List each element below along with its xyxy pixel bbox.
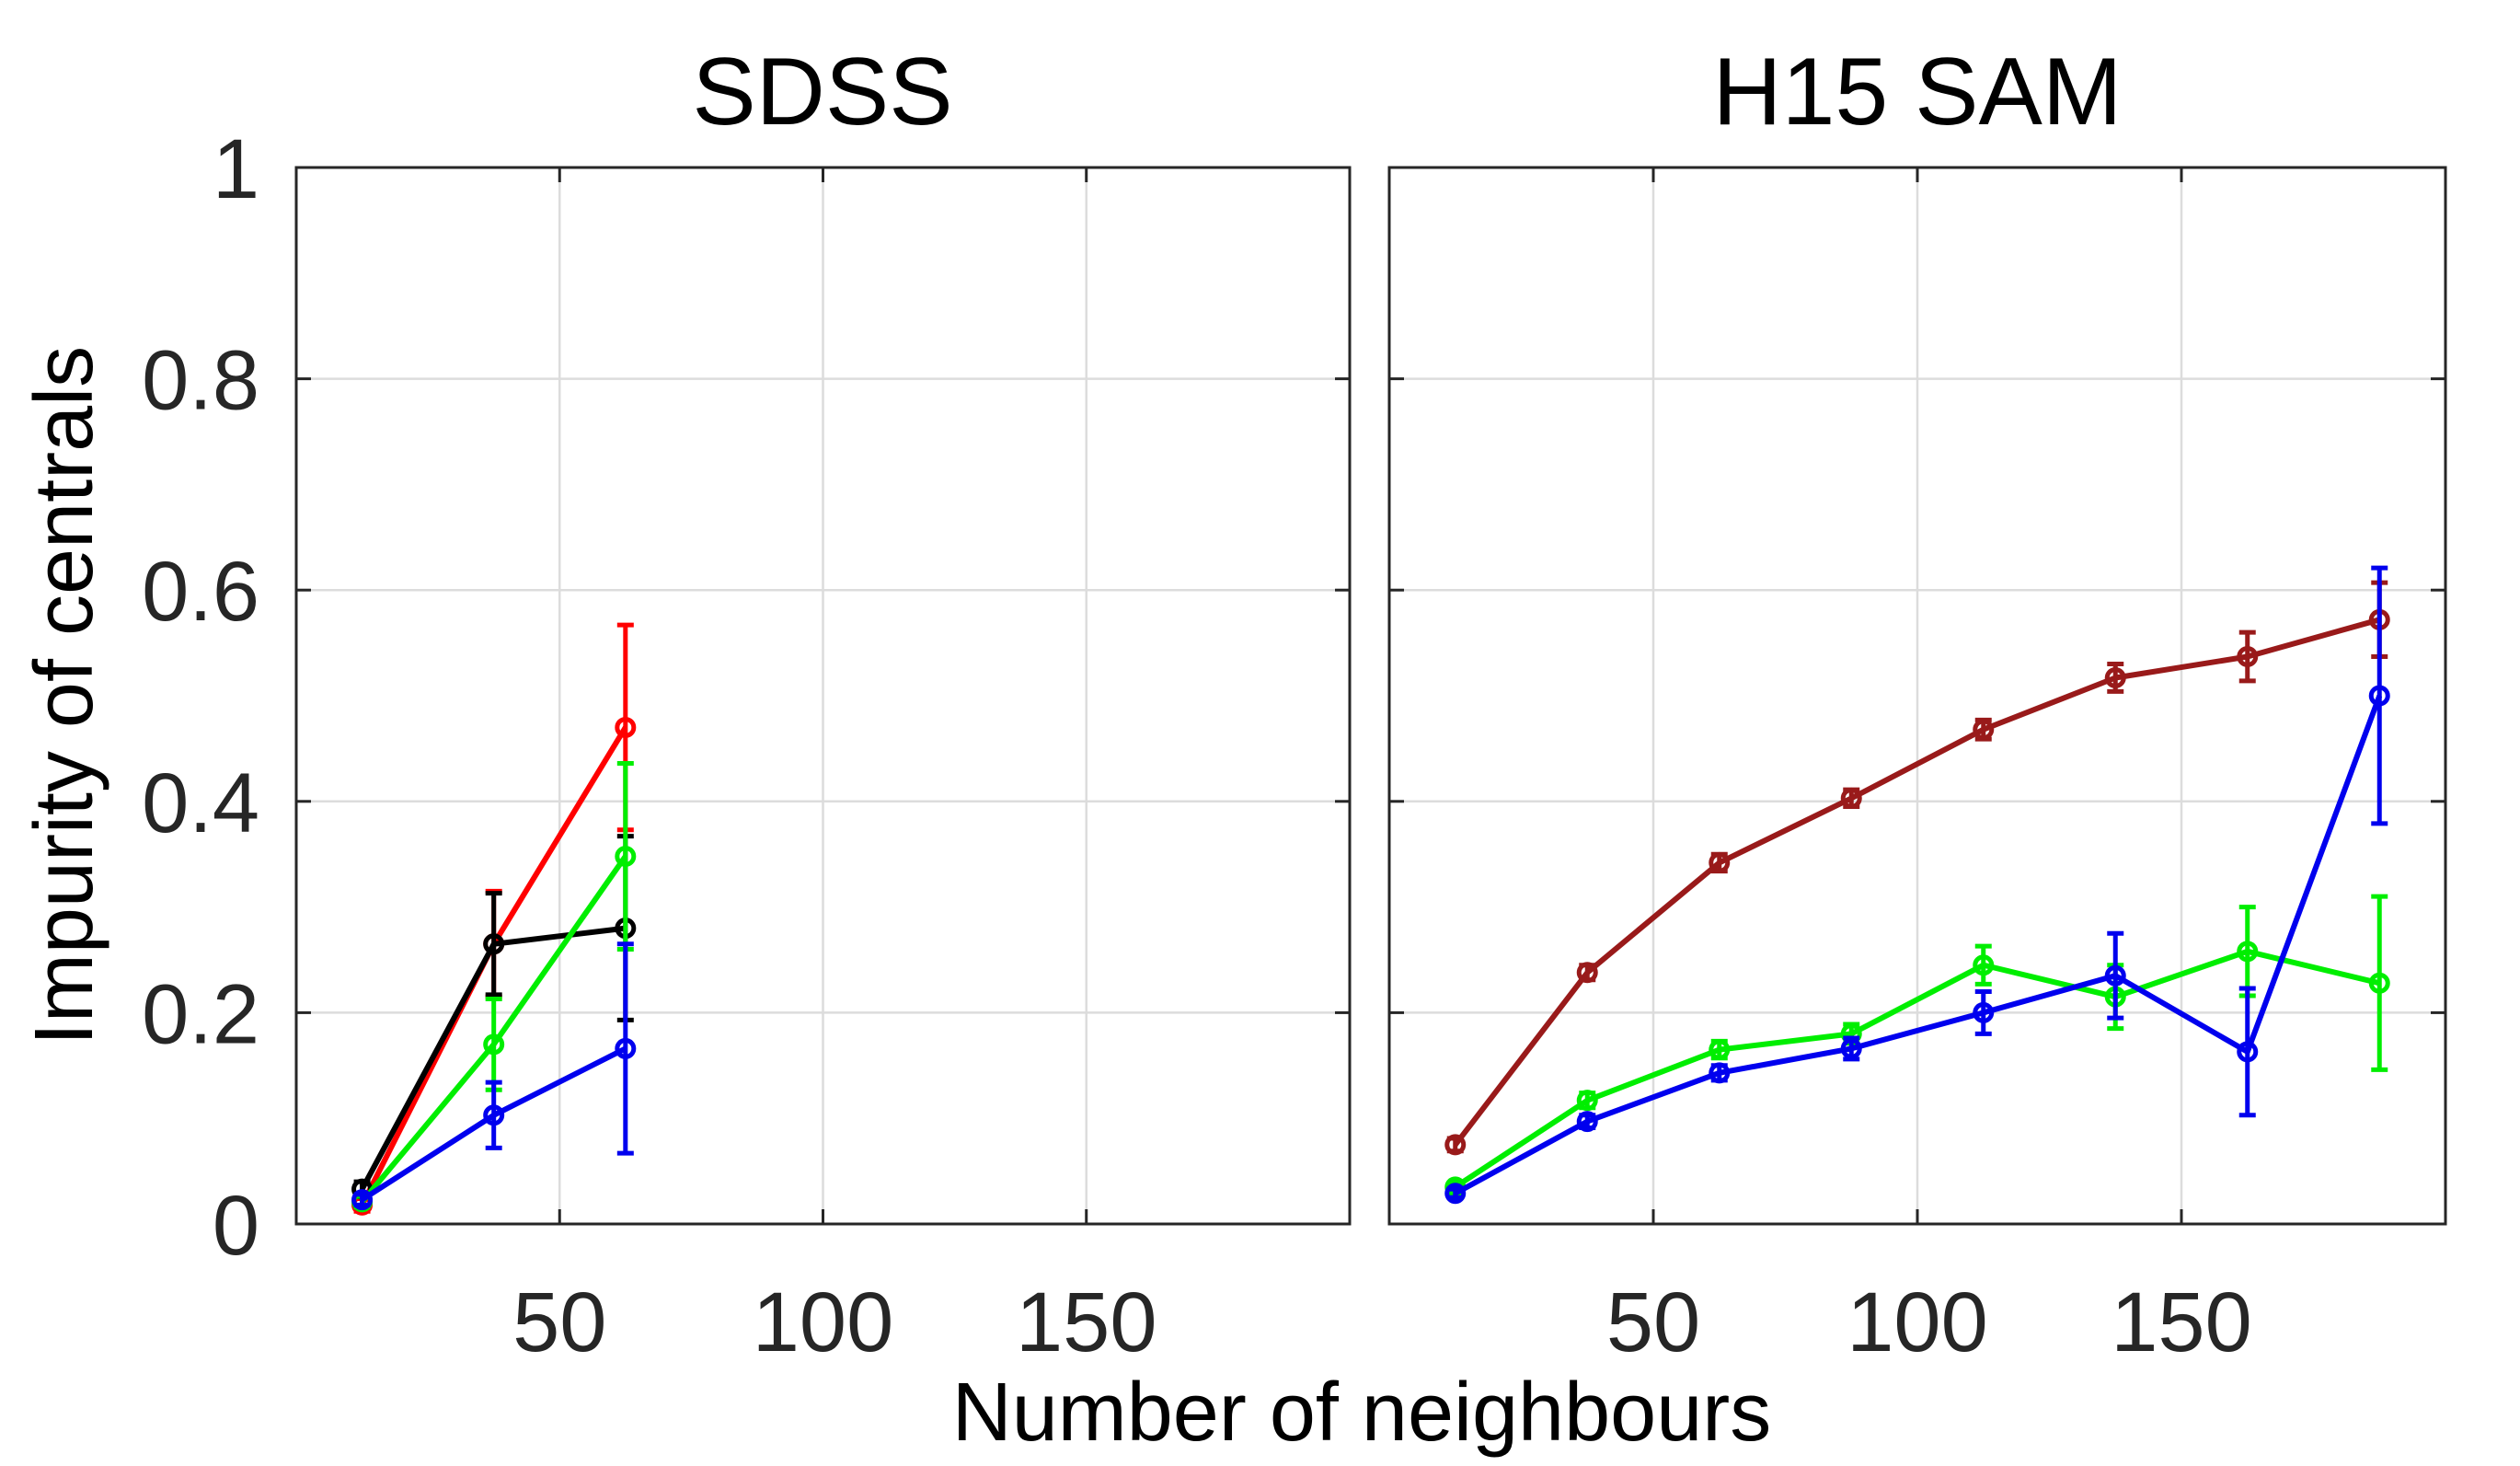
y-tick-label: 1 <box>213 122 259 216</box>
y-tick-labels: 0 0.2 0.4 0.6 0.8 1 <box>142 122 259 1273</box>
data-point <box>615 1037 637 1059</box>
panel-h15-sam-ticks <box>1389 166 2445 1226</box>
x-tick-label: 100 <box>753 1276 894 1369</box>
x-tick-label: 50 <box>512 1276 606 1369</box>
data-point <box>615 716 637 738</box>
panel-h15-sam-frame <box>1387 166 2447 1226</box>
data-point <box>1709 851 1731 873</box>
y-tick-label: 0.6 <box>142 545 259 639</box>
panel-sdss-series <box>351 622 637 1216</box>
x-axis-label: Number of neighbours <box>952 1367 1772 1459</box>
panel-sdss-title: SDSS <box>692 39 952 145</box>
data-point <box>1444 1183 1467 1205</box>
panel-sdss-frame <box>294 166 1352 1226</box>
y-tick-label: 0.2 <box>142 967 259 1061</box>
data-point <box>1840 787 1862 809</box>
data-point <box>2104 666 2126 688</box>
data-point <box>1840 1037 1862 1059</box>
panel-h15-sam-series <box>1444 565 2390 1205</box>
data-point <box>1576 962 1598 984</box>
x-tick-labels: 50 100 150 50 100 150 <box>512 1276 2252 1369</box>
data-point <box>351 1189 374 1211</box>
data-point <box>2237 941 2259 963</box>
data-point <box>1576 1090 1598 1112</box>
data-point <box>2368 972 2390 994</box>
data-point <box>1576 1111 1598 1133</box>
x-tick-label: 100 <box>1847 1276 1988 1369</box>
data-point <box>483 1104 505 1126</box>
data-point <box>1709 1062 1731 1084</box>
data-point <box>1973 1001 1995 1023</box>
series-line-green <box>1454 948 2381 1190</box>
y-tick-label: 0 <box>213 1179 259 1273</box>
y-axis-label: Impurity of centrals <box>18 346 110 1045</box>
x-tick-label: 150 <box>2111 1276 2252 1369</box>
series-blue <box>1444 565 2390 1205</box>
series-line-blue <box>1454 694 2383 1196</box>
data-point <box>483 1033 505 1056</box>
data-point <box>615 845 637 867</box>
y-tick-label: 0.4 <box>142 756 259 850</box>
data-point <box>483 933 505 955</box>
panel-sdss-grid <box>296 167 1350 1224</box>
x-tick-label: 50 <box>1606 1276 1700 1369</box>
series-line-darkred <box>1453 617 2381 1147</box>
x-tick-label: 150 <box>1016 1276 1157 1369</box>
y-tick-label: 0.8 <box>142 334 259 428</box>
data-point <box>2237 646 2259 668</box>
data-point <box>1709 1039 1731 1061</box>
data-point <box>2368 685 2390 707</box>
data-point <box>2104 964 2126 987</box>
data-point <box>1444 1134 1467 1156</box>
panel-sdss: SDSS <box>294 39 1352 1226</box>
panel-h15-sam: H15 SAM <box>1387 39 2447 1226</box>
panel-h15-sam-grid <box>1389 167 2445 1224</box>
panel-h15-sam-title: H15 SAM <box>1712 39 2122 145</box>
data-point <box>1973 954 1995 976</box>
data-point <box>2237 1041 2259 1063</box>
series-blue <box>351 941 637 1211</box>
data-point <box>1973 719 1995 741</box>
